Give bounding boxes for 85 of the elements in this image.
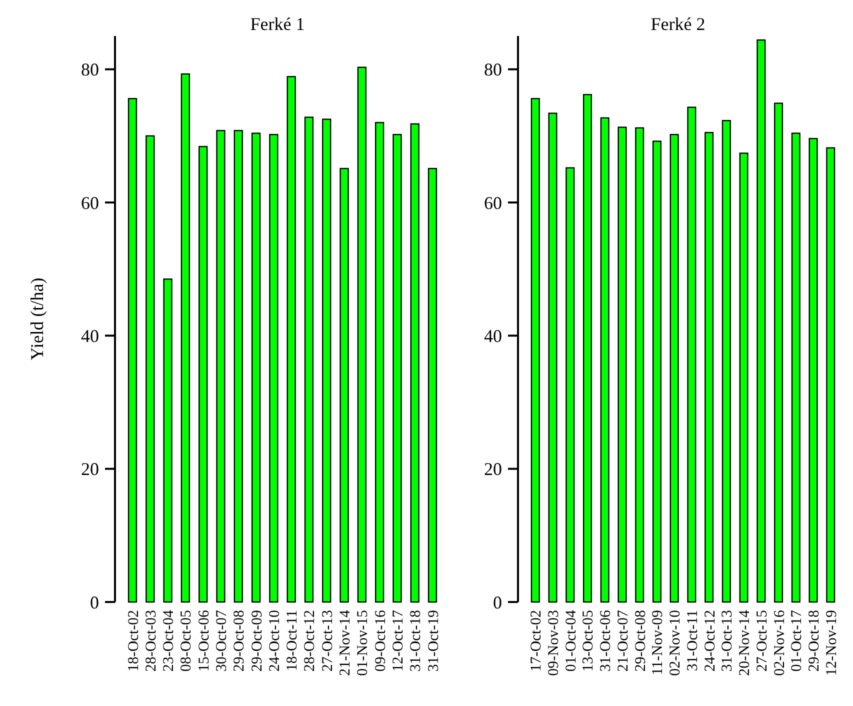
- bar: [251, 132, 261, 603]
- y-tick-label: 20: [81, 459, 99, 480]
- bar: [600, 117, 610, 603]
- bar: [322, 118, 332, 603]
- x-tick-label: 31-Oct-13: [720, 610, 736, 672]
- y-tick-label: 40: [81, 326, 99, 346]
- x-tick-label: 24-Oct-10: [266, 610, 283, 672]
- bar: [739, 152, 748, 603]
- bar: [163, 278, 172, 603]
- x-tick-label: 18-Oct-11: [284, 610, 301, 672]
- x-tick-label: 31-Oct-19: [426, 610, 442, 672]
- bar: [146, 135, 155, 603]
- x-tick-label: 23-Oct-04: [161, 610, 178, 672]
- x-tick-label: 20-Nov-14: [737, 610, 754, 676]
- x-tick-label: 27-Oct-15: [754, 610, 770, 672]
- bar: [198, 146, 208, 603]
- x-tick-label: 01-Oct-04: [563, 610, 580, 672]
- x-tick-label: 21-Oct-07: [615, 610, 632, 672]
- x-tick-label: 21-Nov-14: [338, 610, 354, 676]
- bar: [618, 126, 627, 603]
- bar: [340, 168, 349, 603]
- bar: [216, 130, 226, 603]
- bar: [808, 138, 818, 603]
- bar: [180, 73, 190, 603]
- chart-title: Ferké 1: [250, 14, 305, 34]
- x-tick-label: 31-Oct-11: [684, 610, 701, 672]
- x-tick-label: 12-Nov-19: [824, 610, 840, 676]
- x-tick-label: 29-Oct-08: [232, 610, 248, 672]
- bar: [269, 134, 278, 603]
- x-tick-label: 27-Oct-13: [320, 610, 336, 672]
- bar: [704, 132, 714, 603]
- y-tick-label: 0: [493, 592, 502, 612]
- x-tick-label: 29-Oct-08: [632, 610, 649, 672]
- bar: [774, 102, 784, 603]
- bar: [635, 127, 644, 603]
- x-tick-label: 02-Nov-10: [668, 610, 684, 676]
- y-tick-label: 60: [484, 192, 502, 213]
- y-tick-label: 80: [484, 60, 502, 80]
- x-tick-label: 12-Oct-17: [390, 610, 406, 672]
- bar: [286, 76, 296, 603]
- bar: [410, 123, 420, 603]
- x-tick-label: 18-Oct-02: [126, 610, 142, 672]
- x-tick-label: 28-Oct-03: [143, 610, 160, 672]
- bar: [374, 122, 384, 603]
- x-tick-label: 09-Nov-03: [546, 610, 562, 676]
- x-tick-label: 29-Oct-18: [806, 610, 822, 672]
- x-tick-label: 30-Oct-07: [214, 610, 230, 672]
- x-tick-label: 02-Nov-16: [772, 610, 788, 676]
- bar: [392, 134, 402, 603]
- chart-title: Ferké 2: [650, 14, 706, 34]
- bar: [826, 147, 836, 603]
- bar: [428, 168, 438, 603]
- bar: [304, 116, 314, 603]
- x-tick-label: 08-Oct-05: [178, 610, 195, 672]
- bar: [687, 106, 696, 603]
- bar: [548, 112, 558, 603]
- x-tick-label: 11-Nov-09: [650, 610, 666, 676]
- y-tick-label: 40: [484, 326, 502, 346]
- y-tick-label: 60: [81, 192, 99, 213]
- y-tick-label: 80: [81, 60, 99, 80]
- y-tick-label: 20: [484, 459, 502, 480]
- x-tick-label: 28-Oct-12: [302, 610, 318, 672]
- x-tick-label: 24-Oct-12: [702, 610, 718, 672]
- x-tick-label: 13-Oct-05: [580, 610, 597, 672]
- bar: [234, 130, 243, 603]
- x-tick-label: 31-Oct-18: [408, 610, 424, 672]
- x-tick-label: 15-Oct-06: [196, 610, 212, 672]
- bar: [756, 39, 766, 603]
- y-tick-label: 0: [90, 592, 99, 612]
- bar: [791, 132, 800, 603]
- x-tick-label: 01-Oct-17: [789, 610, 806, 672]
- bar: [128, 98, 138, 603]
- bar: [652, 140, 662, 603]
- x-tick-label: 09-Oct-16: [372, 610, 389, 672]
- bar: [530, 98, 540, 603]
- x-tick-label: 01-Nov-15: [355, 610, 372, 676]
- y-axis-title: Yield (t/ha): [27, 278, 47, 360]
- bar: [357, 66, 366, 603]
- bar: [566, 167, 575, 603]
- x-tick-label: 31-Oct-06: [598, 610, 614, 672]
- bar: [722, 120, 731, 603]
- bar: [582, 94, 592, 603]
- bar: [670, 134, 679, 603]
- x-tick-label: 17-Oct-02: [528, 610, 545, 672]
- x-tick-label: 29-Oct-09: [249, 610, 266, 672]
